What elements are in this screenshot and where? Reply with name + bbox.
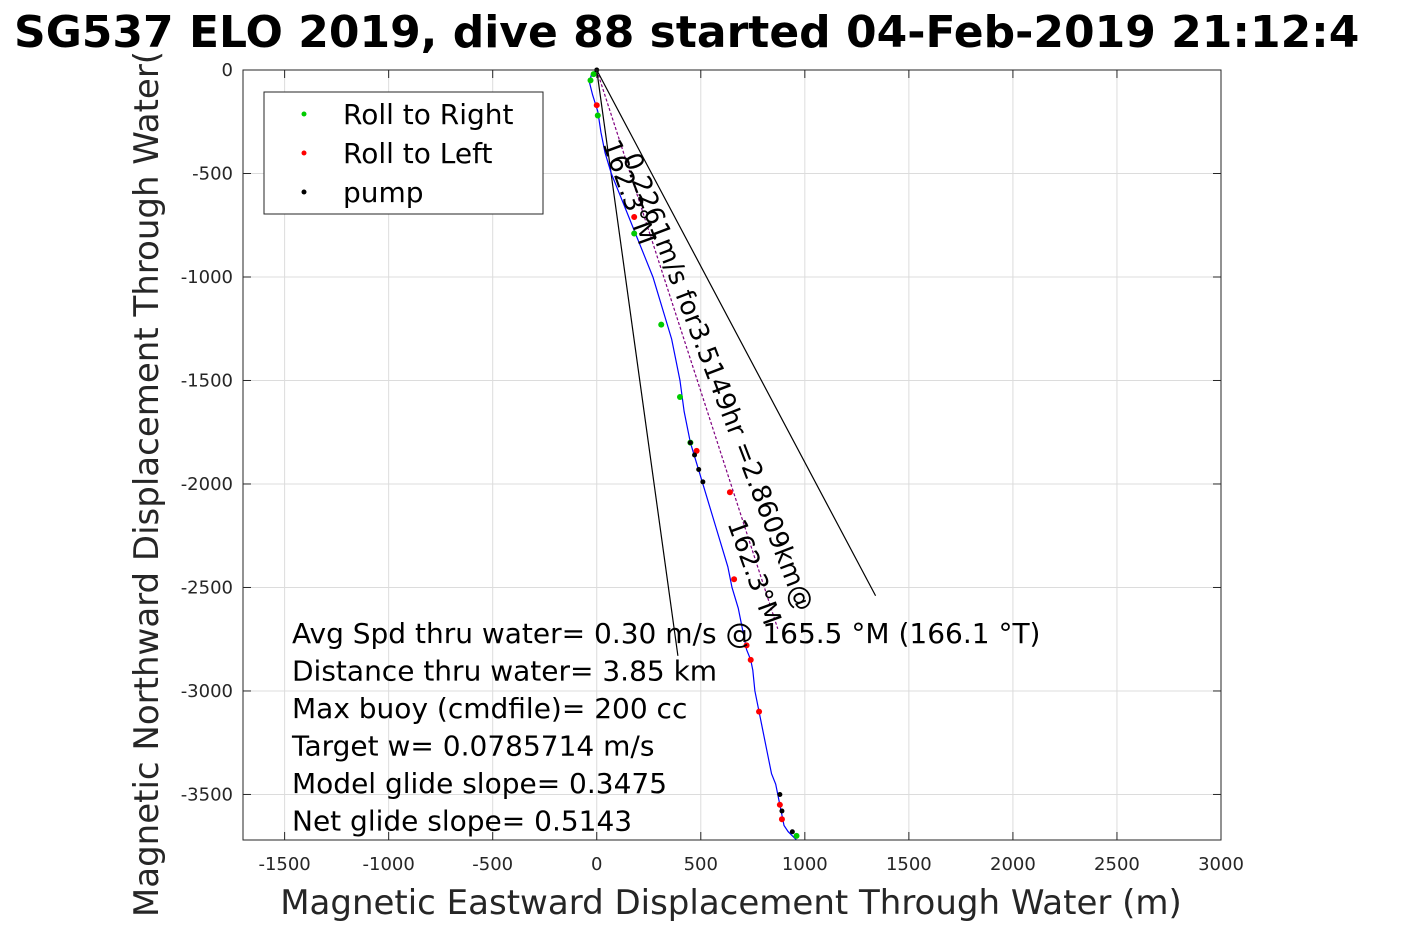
- stat-line: Avg Spd thru water= 0.30 m/s @ 165.5 °M …: [292, 617, 1040, 650]
- roll-right-marker: [631, 230, 638, 237]
- x-tick-label: 500: [684, 854, 718, 875]
- roll-left-marker: [756, 708, 763, 715]
- roll-right-marker: [594, 112, 601, 119]
- y-tick-label: -1500: [181, 370, 233, 391]
- legend-marker: [301, 111, 307, 117]
- roll-left-marker: [778, 816, 785, 823]
- stats-block: Avg Spd thru water= 0.30 m/s @ 165.5 °M …: [291, 617, 1040, 838]
- track-line: [588, 69, 797, 841]
- x-tick-label: -500: [472, 854, 513, 875]
- ticks: -1500 -1000 -500 0 500 1000 1500 2000 2500 3000 0 -…: [181, 60, 1244, 875]
- legend-marker: [301, 189, 307, 195]
- y-tick-label: -3000: [181, 681, 233, 702]
- x-tick-label: 0: [591, 854, 602, 875]
- pump-marker: [700, 479, 706, 485]
- pump-marker: [779, 808, 785, 814]
- y-tick-label: -2500: [181, 577, 233, 598]
- chart-title: SG537 ELO 2019, dive 88 started 04-Feb-2…: [14, 7, 1359, 58]
- roll-right-marker: [587, 77, 594, 84]
- stat-line: Distance thru water= 3.85 km: [292, 655, 717, 688]
- y-tick-label: 0: [222, 60, 233, 81]
- x-tick-label: 2000: [990, 854, 1036, 875]
- plot-frame: [242, 69, 1222, 841]
- y-tick-label: -3500: [181, 784, 233, 805]
- legend-label: Roll to Left: [343, 137, 492, 170]
- x-tick-label: 1500: [886, 854, 932, 875]
- roll-right-marker: [590, 71, 597, 78]
- roll-left-marker: [693, 447, 700, 454]
- pump-marker: [777, 791, 783, 797]
- pump-marker: [696, 466, 702, 472]
- stat-line: Max buoy (cmdfile)= 200 cc: [292, 692, 687, 725]
- pump-marker: [692, 452, 698, 458]
- marker-layer: [587, 67, 800, 839]
- x-tick-label: 3000: [1198, 854, 1244, 875]
- roll-left-marker: [726, 489, 733, 496]
- series-layer: [588, 69, 877, 841]
- roll-left-marker: [743, 642, 750, 649]
- y-tick-label: -1000: [181, 267, 233, 288]
- stat-line: Model glide slope= 0.3475: [292, 767, 667, 800]
- roll-left-marker: [747, 656, 754, 663]
- reference-line: [596, 69, 877, 597]
- y-tick-label: -500: [192, 163, 233, 184]
- legend-label: pump: [343, 176, 424, 209]
- pump-marker: [687, 440, 693, 446]
- legend-box: [263, 91, 544, 215]
- x-tick-label: -1500: [258, 854, 310, 875]
- roll-right-marker: [658, 321, 665, 328]
- legend-label: Roll to Right: [343, 98, 514, 131]
- pump-marker: [789, 829, 795, 835]
- x-tick-label: -1000: [363, 854, 415, 875]
- roll-left-marker: [631, 213, 638, 220]
- legend-marker: [301, 150, 307, 156]
- roll-right-marker: [793, 832, 800, 839]
- x-tick-label: 2500: [1094, 854, 1140, 875]
- x-axis-label: Magnetic Eastward Displacement Through W…: [280, 883, 1182, 923]
- y-tick-label: -2000: [181, 474, 233, 495]
- roll-left-marker: [593, 102, 600, 109]
- roll-left-marker: [731, 576, 738, 583]
- roll-left-marker: [776, 801, 783, 808]
- reference-line: [596, 69, 679, 656]
- legend: Roll to Right Roll to Left pump: [263, 91, 544, 215]
- reference-line: [596, 69, 779, 630]
- roll-right-marker: [676, 394, 683, 401]
- stat-line: Net glide slope= 0.5143: [292, 805, 632, 838]
- stat-line: Target w= 0.0785714 m/s: [291, 730, 654, 763]
- x-tick-label: 1000: [782, 854, 828, 875]
- y-axis-label: Magnetic Northward Displacement Through …: [127, 51, 167, 917]
